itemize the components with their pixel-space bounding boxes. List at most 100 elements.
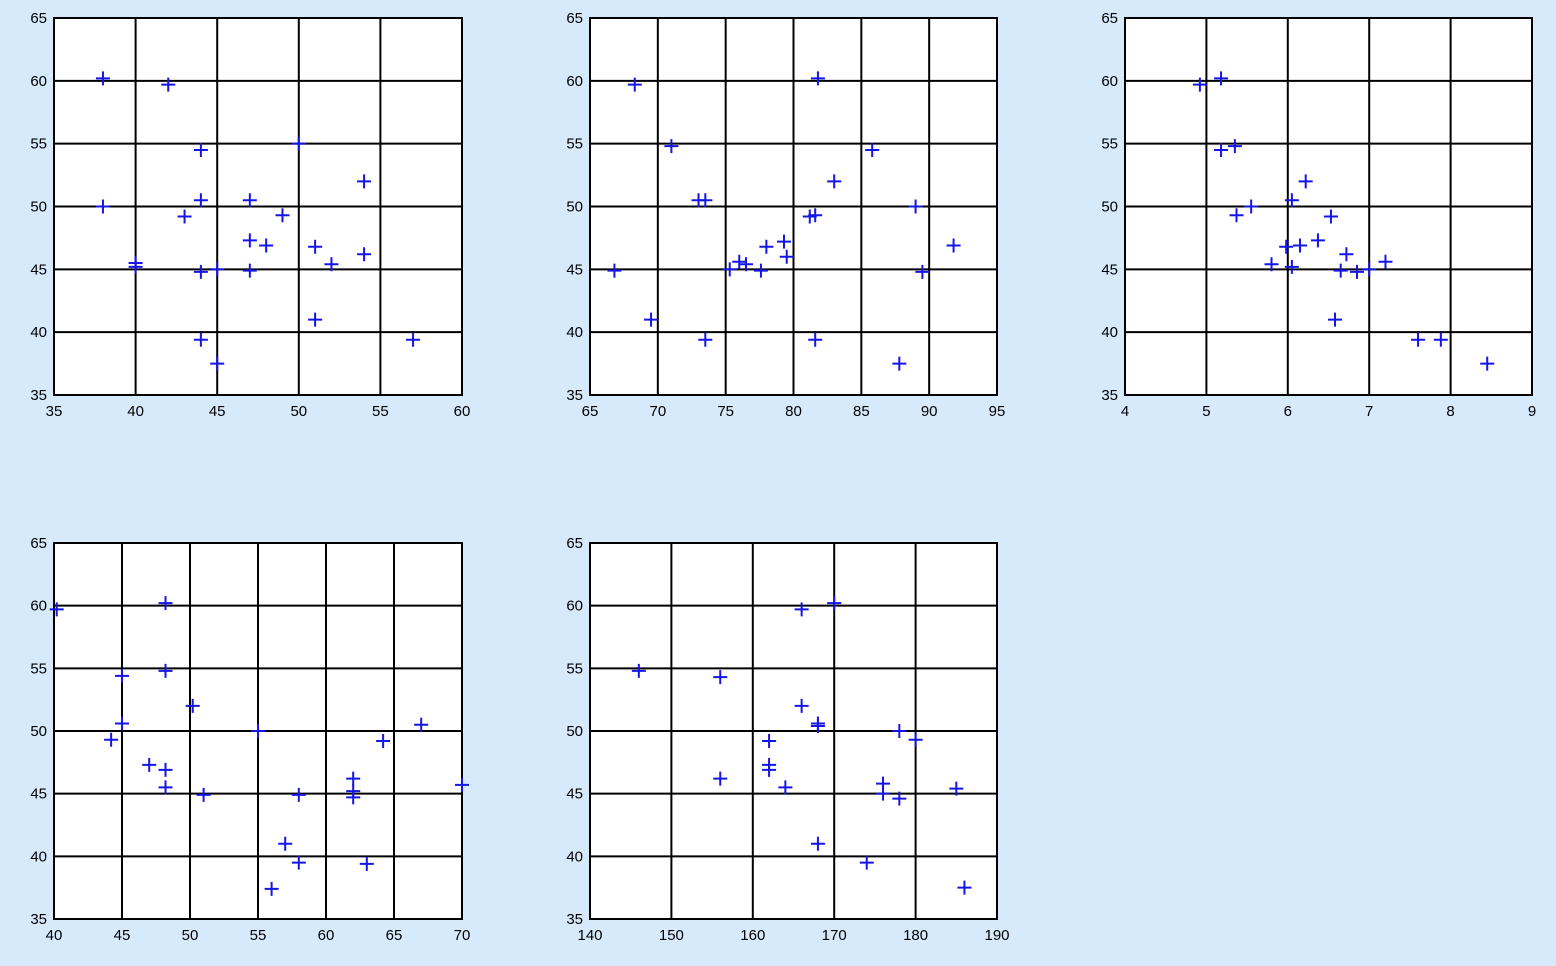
y-tick-label: 55 xyxy=(566,136,583,153)
data-point xyxy=(1229,208,1244,223)
data-point xyxy=(161,77,176,92)
data-point xyxy=(275,208,290,223)
data-point xyxy=(1293,238,1308,253)
x-tick-label: 55 xyxy=(372,403,389,420)
x-tick-label: 140 xyxy=(577,927,602,944)
data-point xyxy=(957,880,972,895)
x-tick-label: 9 xyxy=(1528,403,1536,420)
x-tick-label: 40 xyxy=(46,927,63,944)
y-tick-label: 45 xyxy=(566,261,583,278)
data-point xyxy=(95,199,110,214)
x-tick-label: 65 xyxy=(582,403,599,420)
data-point xyxy=(722,262,737,277)
data-point xyxy=(876,786,891,801)
x-tick-label: 190 xyxy=(984,927,1009,944)
data-point xyxy=(1349,264,1364,279)
data-point xyxy=(324,257,339,272)
data-point xyxy=(698,193,713,208)
y-tick-label: 50 xyxy=(1101,199,1118,216)
scatter-plot-1: 35 40 45 50 55 60 35 40 45 50 55 60 65 xyxy=(30,10,470,420)
data-point xyxy=(1328,312,1343,327)
data-point xyxy=(278,836,293,851)
data-point xyxy=(406,332,421,347)
y-tick-label: 40 xyxy=(566,324,583,341)
scatter-plot-2: 65 70 75 80 85 90 95 35 40 45 50 55 60 65 xyxy=(566,10,1005,420)
data-point xyxy=(185,698,200,713)
data-point xyxy=(308,312,323,327)
data-point xyxy=(1480,356,1495,371)
y-tick-label: 65 xyxy=(30,10,47,27)
plot-frame xyxy=(589,542,998,920)
data-point xyxy=(949,781,964,796)
y-tick-label: 65 xyxy=(566,535,583,552)
y-tick-label: 60 xyxy=(30,598,47,615)
data-point xyxy=(158,663,173,678)
data-point xyxy=(128,259,143,274)
y-tick-label: 45 xyxy=(566,786,583,803)
y-tick-label: 35 xyxy=(566,911,583,928)
data-point xyxy=(158,762,173,777)
y-tick-label: 40 xyxy=(1101,324,1118,341)
data-point xyxy=(1192,77,1207,92)
data-point xyxy=(865,142,880,157)
plot-frame xyxy=(53,542,463,920)
data-point xyxy=(1298,174,1313,189)
y-tick-label: 45 xyxy=(30,786,47,803)
data-point xyxy=(713,670,728,685)
y-tick-label: 40 xyxy=(30,848,47,865)
x-tick-label: 150 xyxy=(659,927,684,944)
data-point xyxy=(158,780,173,795)
x-tick-label: 8 xyxy=(1446,403,1454,420)
x-tick-label: 35 xyxy=(46,403,63,420)
data-point xyxy=(1310,233,1325,248)
x-tick-label: 75 xyxy=(717,403,734,420)
data-point xyxy=(759,239,774,254)
data-point xyxy=(1227,139,1242,154)
data-point xyxy=(357,247,372,262)
x-tick-label: 80 xyxy=(785,403,802,420)
x-tick-label: 60 xyxy=(454,403,471,420)
x-tick-label: 70 xyxy=(649,403,666,420)
plot-frame xyxy=(53,17,463,396)
data-point xyxy=(115,716,129,731)
data-point xyxy=(794,602,809,617)
y-tick-label: 50 xyxy=(30,723,47,740)
data-point xyxy=(762,734,777,749)
data-point xyxy=(308,239,323,254)
x-tick-label: 90 xyxy=(921,403,938,420)
y-tick-label: 35 xyxy=(30,911,47,928)
data-point xyxy=(808,208,823,223)
data-point xyxy=(414,717,429,732)
data-point xyxy=(732,254,747,269)
plot-frame xyxy=(589,17,998,396)
data-point xyxy=(892,724,907,738)
data-point xyxy=(664,139,679,154)
data-point xyxy=(892,356,907,371)
data-point xyxy=(1279,239,1294,254)
data-point xyxy=(115,668,129,683)
data-point xyxy=(1264,257,1279,272)
data-point xyxy=(698,332,713,347)
y-tick-label: 60 xyxy=(1101,73,1118,90)
data-point xyxy=(946,238,961,253)
data-point xyxy=(794,698,809,713)
y-tick-label: 60 xyxy=(30,73,47,90)
data-point xyxy=(778,780,793,795)
x-tick-label: 40 xyxy=(127,403,144,420)
x-tick-label: 95 xyxy=(989,403,1006,420)
data-point xyxy=(259,238,274,253)
data-point xyxy=(1323,209,1338,224)
y-tick-label: 40 xyxy=(30,324,47,341)
data-point xyxy=(827,596,842,611)
data-point xyxy=(713,771,728,786)
data-point xyxy=(827,174,842,189)
data-point xyxy=(291,855,306,870)
data-point xyxy=(644,312,659,327)
data-point xyxy=(193,332,208,347)
y-tick-label: 35 xyxy=(30,387,47,404)
x-tick-label: 85 xyxy=(853,403,870,420)
y-tick-label: 45 xyxy=(1101,261,1118,278)
y-tick-label: 50 xyxy=(566,199,583,216)
data-point xyxy=(762,762,777,777)
